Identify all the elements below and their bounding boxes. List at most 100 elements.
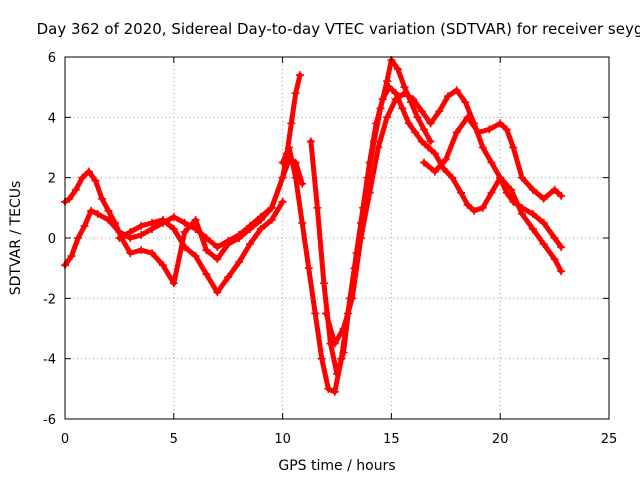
data-point — [298, 179, 307, 188]
data-point — [378, 95, 387, 104]
data-point — [517, 173, 526, 182]
data-point — [256, 212, 265, 221]
y-tick-label: 4 — [48, 111, 56, 126]
data-point — [278, 173, 287, 182]
data-point — [126, 227, 135, 236]
data-point — [507, 185, 516, 194]
data-point — [287, 119, 296, 128]
data-point — [224, 237, 233, 246]
data-point — [339, 348, 348, 357]
data-point — [374, 143, 383, 152]
data-point — [400, 89, 409, 98]
data-point — [87, 206, 96, 215]
data-point — [202, 234, 211, 242]
x-tick-label: 10 — [274, 432, 291, 447]
data-point — [74, 234, 83, 242]
data-point — [296, 71, 305, 80]
y-tick-label: 0 — [48, 232, 56, 247]
data-point — [322, 309, 331, 318]
y-axis-label: SDTVAR / TECUs — [8, 181, 24, 296]
data-point — [324, 384, 333, 393]
series-3-trace — [116, 199, 286, 295]
data-point — [291, 89, 300, 98]
data-point — [430, 167, 439, 176]
data-point — [291, 173, 300, 182]
x-tick-label: 15 — [383, 432, 400, 447]
data-point — [502, 125, 511, 134]
data-point — [417, 107, 426, 116]
data-point — [463, 113, 472, 122]
data-point — [333, 369, 341, 378]
data-point — [115, 234, 124, 242]
data-point — [78, 173, 87, 182]
y-tick-label: -2 — [43, 292, 56, 307]
data-point — [319, 279, 328, 288]
data-point — [539, 240, 548, 249]
data-point — [256, 224, 265, 233]
x-tick-label: 5 — [170, 432, 178, 447]
data-point — [413, 113, 422, 122]
data-point — [478, 143, 487, 152]
data-point — [461, 98, 470, 107]
data-point — [509, 143, 518, 152]
data-point — [148, 249, 157, 258]
data-point — [84, 167, 93, 176]
data-point — [191, 224, 200, 233]
data-point — [137, 246, 146, 255]
data-point — [452, 128, 461, 137]
data-point — [278, 197, 287, 206]
data-point — [417, 137, 426, 146]
data-point — [550, 234, 559, 242]
data-point — [365, 158, 374, 167]
data-point — [245, 240, 254, 249]
data-point — [158, 215, 167, 224]
data-point — [180, 243, 189, 252]
data-point — [169, 212, 178, 221]
data-point — [202, 270, 211, 279]
data-series-layer — [61, 56, 566, 396]
data-point — [409, 95, 418, 104]
data-point — [267, 215, 276, 224]
data-point — [383, 77, 392, 86]
data-point — [485, 125, 494, 134]
data-point — [550, 255, 559, 264]
data-point — [528, 224, 537, 233]
data-point — [148, 218, 157, 227]
data-point — [517, 203, 526, 212]
data-point — [213, 255, 222, 264]
data-point — [385, 83, 394, 92]
data-point — [426, 119, 435, 128]
x-tick-label: 0 — [61, 432, 69, 447]
data-point — [470, 206, 479, 215]
data-point — [158, 261, 167, 270]
data-point — [365, 188, 374, 197]
data-point — [278, 158, 287, 167]
data-point — [126, 249, 135, 258]
data-point — [191, 252, 200, 261]
data-point — [356, 234, 365, 242]
data-point — [478, 203, 487, 212]
data-point — [298, 218, 307, 227]
data-point — [391, 95, 400, 104]
data-point — [474, 128, 483, 137]
data-point — [420, 158, 429, 167]
data-point — [137, 230, 146, 239]
data-point — [426, 137, 435, 146]
y-tick-label: -4 — [43, 353, 56, 368]
data-point — [330, 339, 339, 348]
data-point — [67, 252, 76, 261]
data-point — [487, 158, 496, 167]
x-axis-label: GPS time / hours — [278, 458, 395, 474]
series-5-trace — [308, 84, 564, 377]
data-point — [213, 243, 222, 252]
data-point — [383, 113, 392, 122]
data-point — [420, 125, 429, 134]
chart-title: Day 362 of 2020, Sidereal Day-to-day VTE… — [37, 20, 640, 38]
data-point — [65, 194, 74, 203]
data-point — [457, 188, 466, 197]
grid-lines — [65, 57, 609, 419]
data-point — [71, 185, 80, 194]
data-point — [80, 221, 89, 230]
data-point — [487, 188, 496, 197]
